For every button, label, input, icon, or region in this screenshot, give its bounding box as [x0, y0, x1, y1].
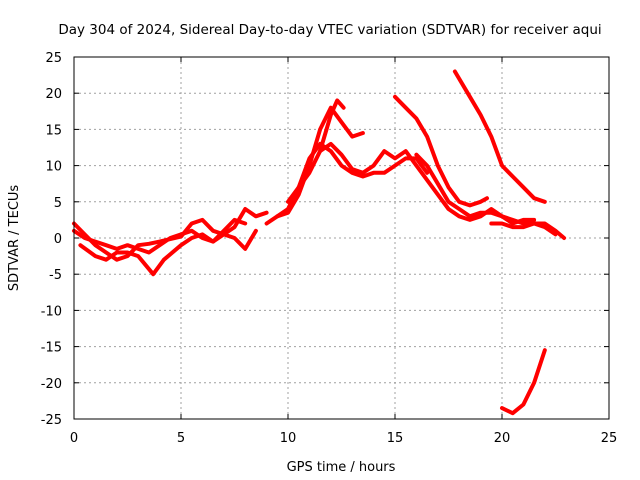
x-tick-labels: 0 5 10 15 20 25	[70, 431, 617, 446]
x-tick-label: 5	[177, 431, 185, 446]
x-tick-label: 25	[601, 431, 618, 446]
series-track-10	[452, 69, 547, 204]
x-tick-label: 20	[494, 431, 511, 446]
y-tick-label: 15	[45, 123, 62, 138]
series-track-3	[78, 217, 248, 277]
x-tick-label: 10	[280, 431, 297, 446]
series-track-9	[414, 152, 567, 240]
y-tick-label: -10	[41, 304, 62, 319]
grid-lines	[74, 57, 609, 419]
y-tick-labels: -25 -20 -15 -10 -5 0 5 10 15 20 25	[41, 51, 62, 428]
x-tick-label: 15	[387, 431, 404, 446]
series-track-6	[286, 141, 430, 204]
y-axis-label: SDTVAR / TECUs	[7, 185, 22, 292]
chart-title: Day 304 of 2024, Sidereal Day-to-day VTE…	[58, 22, 601, 38]
y-tick-label: -25	[41, 413, 62, 428]
series-track-5	[275, 105, 365, 219]
x-tick-label: 0	[70, 431, 78, 446]
y-tick-label: 25	[45, 51, 62, 66]
y-tick-label: 0	[54, 232, 62, 247]
series-track-4	[264, 98, 346, 226]
y-tick-label: 10	[45, 160, 62, 175]
y-tick-label: -20	[41, 377, 62, 392]
x-axis-label: GPS time / hours	[287, 460, 396, 475]
series-track-11	[489, 221, 558, 237]
series-layer	[72, 69, 567, 416]
series-track-12	[500, 348, 547, 416]
tick-marks	[73, 56, 610, 420]
series-track-8	[393, 94, 489, 208]
y-tick-label: -15	[41, 341, 62, 356]
y-tick-label: 20	[45, 87, 62, 102]
y-tick-label: -5	[49, 268, 62, 283]
series-track-2	[72, 228, 258, 255]
y-tick-label: 5	[54, 196, 62, 211]
